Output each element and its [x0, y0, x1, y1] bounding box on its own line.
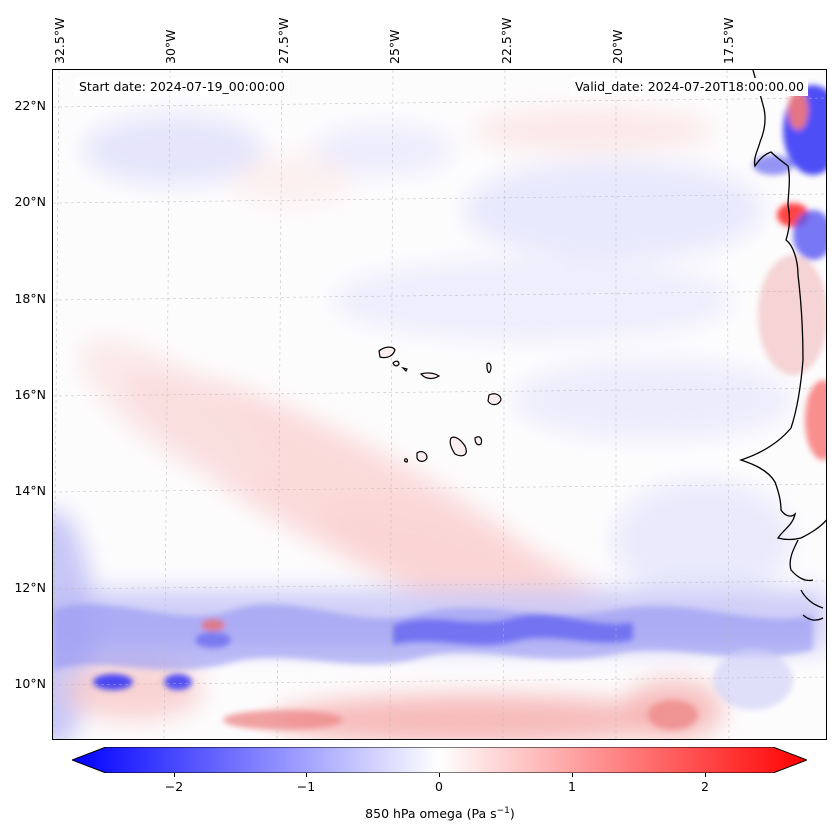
colorbar-tickmark — [572, 773, 573, 777]
lat-label-12n: 12°N — [14, 580, 46, 595]
colorbar-tickmark — [439, 773, 440, 777]
start-date-label: Start date: 2024-07-19_00:00:00 — [75, 78, 289, 96]
colorbar-tick-label: −1 — [296, 779, 316, 794]
colorbar-tick-label: 2 — [701, 779, 709, 794]
colorbar-tickmark — [174, 773, 175, 777]
colorbar-tick-label: 0 — [435, 779, 443, 794]
omega-field-map — [53, 70, 826, 739]
variable-name: 850 hPa omega — [365, 806, 463, 822]
map-panel[interactable]: Start date: 2024-07-19_00:00:00 Valid_da… — [52, 69, 827, 740]
lat-label-22n: 22°N — [14, 98, 46, 113]
lon-label-27.5w: 27.5°W — [276, 17, 291, 64]
units-exponent: −1 — [496, 806, 510, 816]
lat-label-14n: 14°N — [14, 483, 46, 498]
lat-label-16n: 16°N — [14, 387, 46, 402]
lon-label-30w: 30°W — [163, 29, 178, 64]
lat-label-10n: 10°N — [14, 676, 46, 691]
lon-label-22.5w: 22.5°W — [499, 17, 514, 64]
valid-date-label: Valid_date: 2024-07-20T18:00:00.00 — [570, 78, 808, 96]
omega-field-detail — [53, 85, 826, 730]
cape-verde-islands — [378, 346, 502, 463]
lon-label-17.5w: 17.5°W — [721, 17, 736, 64]
colorbar-tickmark — [306, 773, 307, 777]
colorbar — [72, 747, 807, 773]
graticule — [53, 70, 826, 739]
colorbar-label: 850 hPa omega (Pa s−1) — [365, 806, 515, 822]
lon-label-25w: 25°W — [387, 29, 402, 64]
units: Pa s — [471, 806, 497, 822]
african-coastline — [738, 70, 826, 621]
colorbar-tickmark — [705, 773, 706, 777]
colorbar-bar — [72, 747, 807, 773]
lat-label-18n: 18°N — [14, 291, 46, 306]
colorbar-tick-label: 1 — [568, 779, 576, 794]
lon-label-20w: 20°W — [610, 29, 625, 64]
colorbar-tick-label: −2 — [164, 779, 184, 794]
lon-label-32.5w: 32.5°W — [52, 17, 67, 64]
lat-label-20n: 20°N — [14, 194, 46, 209]
